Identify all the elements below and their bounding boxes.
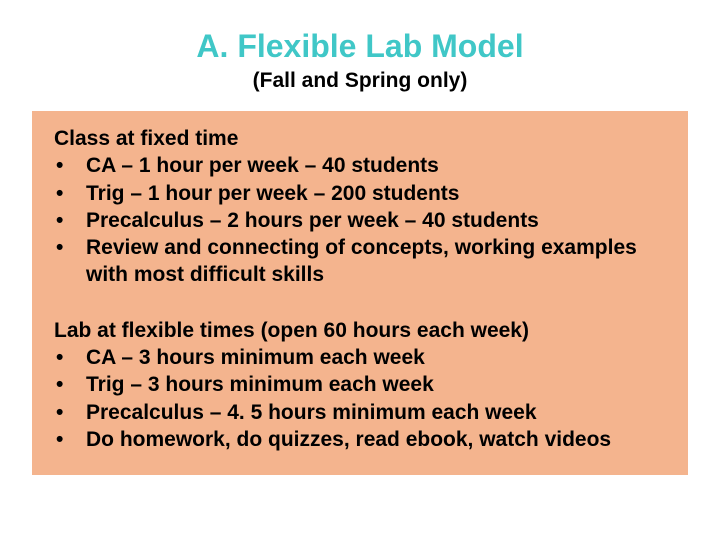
section-heading: Lab at flexible times (open 60 hours eac… — [54, 317, 666, 344]
bullet-item: Trig – 1 hour per week – 200 students — [54, 180, 666, 207]
slide: A. Flexible Lab Model (Fall and Spring o… — [0, 0, 720, 540]
slide-title: A. Flexible Lab Model — [22, 28, 698, 65]
section-heading: Class at fixed time — [54, 125, 666, 152]
bullet-item: Precalculus – 2 hours per week – 40 stud… — [54, 207, 666, 234]
bullet-item: Review and connecting of concepts, worki… — [54, 234, 666, 289]
bullet-list: CA – 1 hour per week – 40 students Trig … — [54, 152, 666, 288]
slide-subtitle: (Fall and Spring only) — [22, 69, 698, 93]
bullet-item: CA – 3 hours minimum each week — [54, 344, 666, 371]
content-box: Class at fixed time CA – 1 hour per week… — [32, 111, 688, 475]
bullet-item: Do homework, do quizzes, read ebook, wat… — [54, 426, 666, 453]
bullet-item: Precalculus – 4. 5 hours minimum each we… — [54, 399, 666, 426]
bullet-item: CA – 1 hour per week – 40 students — [54, 152, 666, 179]
bullet-list: CA – 3 hours minimum each week Trig – 3 … — [54, 344, 666, 453]
bullet-item: Trig – 3 hours minimum each week — [54, 371, 666, 398]
